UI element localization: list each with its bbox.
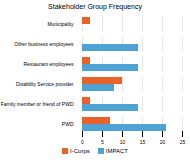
- svg-text:Family member or friend of PWD: Family member or friend of PWD: [1, 101, 74, 107]
- html-text:I-Corps: I-Corps: [70, 148, 90, 154]
- svg-text:PWD: PWD: [62, 121, 74, 127]
- svg-text:5: 5: [101, 139, 104, 145]
- svg-text:Municipality: Municipality: [47, 21, 74, 27]
- html-text:Stakeholder Group Frequency: Stakeholder Group Frequency: [48, 3, 142, 10]
- svg-text:25: 25: [180, 139, 186, 145]
- svg-text:20: 20: [160, 139, 166, 145]
- svg-text:Restaurant employees: Restaurant employees: [23, 61, 74, 67]
- svg-text:Disability Service provider: Disability Service provider: [16, 81, 74, 87]
- svg-text:0: 0: [81, 139, 84, 145]
- svg-text:10: 10: [120, 139, 126, 145]
- html-text:IMPACT: IMPACT: [105, 148, 128, 154]
- svg-text:Other business employees: Other business employees: [14, 41, 74, 47]
- svg-text:15: 15: [140, 139, 146, 145]
